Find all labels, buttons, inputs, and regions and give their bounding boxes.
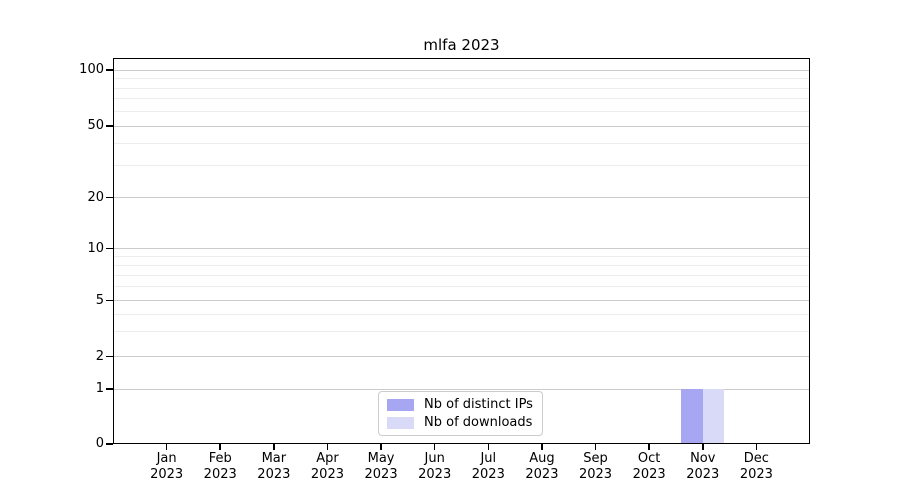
y-tick-label-5: 5	[95, 292, 104, 308]
x-tick-label-apr-2023: Apr 2023	[295, 451, 359, 483]
x-tick-mark-jun-2023	[433, 444, 436, 450]
x-tick-month: Sep	[583, 451, 608, 466]
x-tick-label-jul-2023: Jul 2023	[456, 451, 520, 483]
y-tick-mark-100	[106, 69, 113, 71]
x-tick-label-may-2023: May 2023	[349, 451, 413, 483]
gridline-minor-3	[114, 331, 809, 333]
x-tick-month: Mar	[261, 451, 287, 466]
gridline-minor-6	[114, 286, 809, 288]
x-tick-label-jun-2023: Jun 2023	[403, 451, 467, 483]
x-tick-year: 2023	[632, 467, 666, 482]
legend-label: Nb of downloads	[424, 415, 533, 430]
legend: Nb of distinct IPs Nb of downloads	[378, 391, 543, 436]
x-tick-year: 2023	[257, 467, 291, 482]
x-tick-month: Feb	[208, 451, 232, 466]
gridline-major-1	[114, 388, 809, 390]
x-tick-mark-mar-2023	[273, 444, 275, 450]
x-tick-mark-oct-2023	[648, 444, 650, 450]
x-tick-label-nov-2023: Nov 2023	[671, 451, 735, 483]
x-tick-year: 2023	[418, 467, 452, 482]
x-tick-mark-feb-2023	[219, 444, 221, 450]
plot-border	[113, 58, 810, 444]
legend-swatch-nb-of-distinct-ips	[387, 398, 414, 411]
x-tick-month: Apr	[316, 451, 339, 466]
x-tick-mark-nov-2023	[702, 444, 704, 450]
x-tick-label-dec-2023: Dec 2023	[724, 451, 788, 483]
x-tick-mark-may-2023	[380, 444, 382, 450]
gridline-major-100	[114, 69, 809, 71]
gridline-minor-7	[114, 274, 809, 276]
y-tick-mark-50	[106, 125, 113, 127]
y-tick-label-100: 100	[79, 62, 104, 77]
gridline-major-50	[114, 125, 809, 127]
gridline-major-10	[114, 248, 809, 249]
x-tick-year: 2023	[471, 467, 505, 482]
gridline-major-5	[114, 300, 809, 301]
x-tick-label-sep-2023: Sep 2023	[564, 451, 628, 483]
y-tick-mark-0	[106, 443, 113, 445]
gridline-major-20	[114, 197, 809, 198]
x-tick-mark-jan-2023	[165, 444, 168, 450]
x-tick-year: 2023	[203, 467, 237, 482]
y-tick-label-50: 50	[87, 118, 104, 133]
x-tick-month: Dec	[743, 451, 769, 466]
gridline-major-2	[114, 356, 809, 357]
gridline-minor-30	[114, 165, 809, 167]
y-tick-label-20: 20	[87, 189, 104, 205]
x-tick-year: 2023	[578, 467, 613, 482]
x-tick-mark-sep-2023	[594, 444, 597, 450]
x-tick-month: Oct	[637, 451, 661, 466]
y-tick-mark-10	[106, 247, 113, 250]
x-tick-mark-aug-2023	[541, 444, 543, 450]
bar-nb-of-downloads-nov-2023	[702, 389, 725, 444]
y-tick-label-10: 10	[87, 240, 104, 256]
gridline-minor-60	[114, 110, 809, 112]
bar-nb-of-distinct-ips-nov-2023	[681, 389, 703, 444]
x-tick-label-mar-2023: Mar 2023	[242, 451, 306, 483]
x-tick-label-jan-2023: Jan 2023	[135, 451, 199, 483]
x-tick-year: 2023	[310, 467, 344, 482]
x-tick-year: 2023	[150, 467, 184, 482]
gridline-minor-4	[114, 313, 809, 315]
x-tick-year: 2023	[686, 467, 720, 482]
y-tick-mark-5	[106, 299, 113, 302]
gridline-minor-9	[114, 255, 809, 257]
legend-item-nb-of-distinct-ips: Nb of distinct IPs	[387, 397, 533, 412]
gridline-minor-40	[114, 142, 809, 144]
x-tick-mark-apr-2023	[326, 444, 329, 450]
x-tick-year: 2023	[364, 467, 398, 482]
x-tick-label-feb-2023: Feb 2023	[188, 451, 252, 483]
y-tick-label-1: 1	[95, 381, 104, 396]
x-tick-year: 2023	[525, 467, 559, 482]
x-tick-month: Aug	[529, 451, 555, 466]
y-tick-mark-20	[106, 196, 113, 199]
x-tick-month: Nov	[690, 451, 716, 466]
legend-swatch-nb-of-downloads	[387, 416, 414, 429]
x-tick-month: Jan	[156, 451, 177, 466]
y-tick-label-0: 0	[95, 436, 104, 451]
x-tick-label-aug-2023: Aug 2023	[510, 451, 574, 483]
gridline-minor-70	[114, 98, 809, 100]
legend-label: Nb of distinct IPs	[424, 397, 533, 412]
x-tick-month: Jul	[480, 451, 497, 466]
gridline-minor-80	[114, 87, 809, 89]
y-tick-label-2: 2	[95, 348, 104, 364]
x-tick-mark-dec-2023	[755, 444, 758, 450]
legend-item-nb-of-downloads: Nb of downloads	[387, 415, 533, 430]
x-tick-month: Jun	[424, 451, 445, 466]
x-tick-year: 2023	[739, 467, 773, 482]
y-tick-mark-2	[106, 355, 113, 358]
x-tick-mark-jul-2023	[487, 444, 490, 450]
x-tick-label-oct-2023: Oct 2023	[617, 451, 681, 483]
gridline-minor-90	[114, 78, 809, 79]
y-tick-mark-1	[106, 388, 113, 390]
gridline-minor-8	[114, 264, 809, 266]
chart-title: mlfa 2023	[423, 36, 500, 54]
x-tick-month: May	[367, 451, 395, 466]
